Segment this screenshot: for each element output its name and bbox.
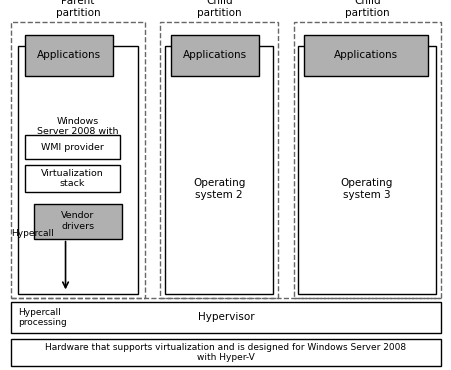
Bar [11, 302, 440, 333]
Bar [25, 165, 120, 192]
Bar [25, 35, 113, 76]
Bar [165, 46, 273, 294]
Bar [160, 22, 277, 298]
Bar [298, 46, 435, 294]
Bar [25, 135, 120, 159]
Text: Hypervisor: Hypervisor [197, 312, 254, 322]
Bar [11, 339, 440, 366]
Text: Parent
partition: Parent partition [55, 0, 100, 18]
Bar [34, 204, 122, 239]
Bar [18, 46, 138, 294]
Text: Hypercall: Hypercall [11, 229, 54, 238]
Text: Vendor
drivers: Vendor drivers [61, 211, 94, 231]
Text: WMI provider: WMI provider [41, 142, 104, 152]
Text: Operating
system 3: Operating system 3 [340, 178, 392, 199]
Bar [170, 35, 258, 76]
Text: Applications: Applications [334, 50, 397, 61]
Text: Child
partition: Child partition [344, 0, 389, 18]
Bar [11, 22, 144, 298]
Text: Hardware that supports virtualization and is designed for Windows Server 2008
wi: Hardware that supports virtualization an… [46, 343, 405, 362]
Text: Child
partition: Child partition [197, 0, 241, 18]
Text: Applications: Applications [37, 50, 101, 61]
Text: Applications: Applications [183, 50, 246, 61]
Text: Hypercall
processing: Hypercall processing [18, 307, 67, 327]
Text: Operating
system 2: Operating system 2 [193, 178, 245, 199]
Text: Virtualization
stack: Virtualization stack [41, 169, 103, 188]
Text: Windows
Server 2008 with
Hyper-V: Windows Server 2008 with Hyper-V [37, 117, 118, 147]
Bar [293, 22, 440, 298]
Bar [304, 35, 428, 76]
